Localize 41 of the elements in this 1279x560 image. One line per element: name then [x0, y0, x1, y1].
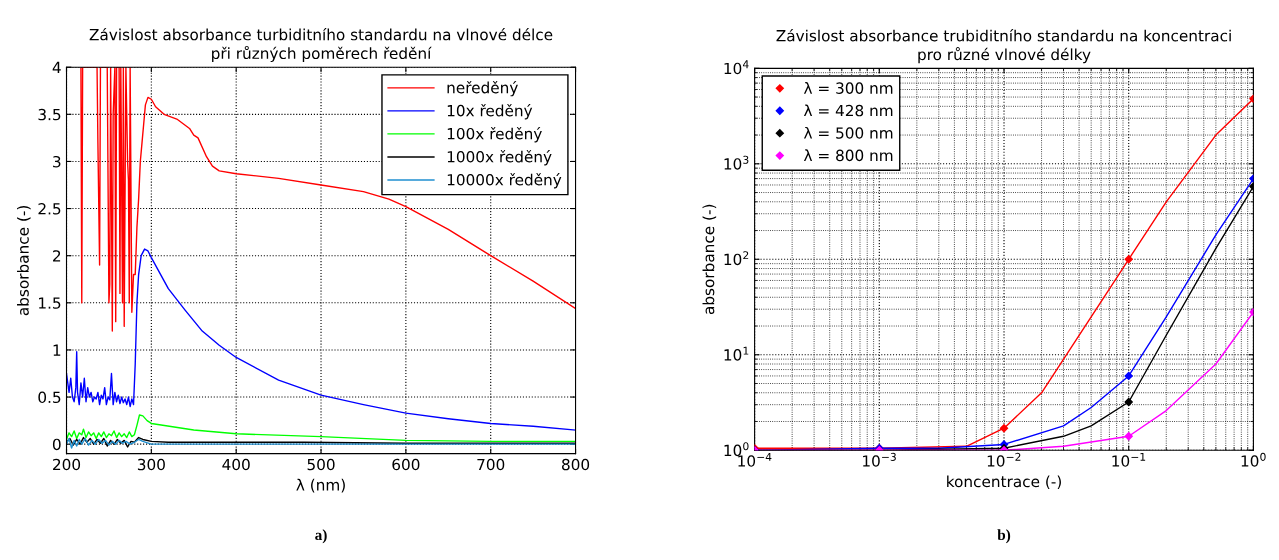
legend-label: 10000x ředěný: [447, 173, 562, 189]
y-tick-label: 0.5: [38, 391, 61, 404]
y-tick-label: 1: [53, 344, 61, 356]
y-axis-title: absorbance (-): [17, 205, 31, 316]
legend-label: 100x ředěný: [447, 127, 542, 143]
legend-label: λ = 300 nm: [803, 82, 893, 94]
chart-title: Závislost absorbance trubiditního standardu na koncentraci pro různé vlnové délky: [776, 29, 1231, 64]
y-tick-label: 10$^{2}$: [724, 251, 749, 266]
x-tick-label: 10$^{−1}$: [1112, 452, 1146, 467]
legend-label: λ = 500 nm: [803, 126, 893, 139]
x-tick-label: 500: [307, 458, 335, 471]
legend-label: 10x ředěný: [447, 103, 533, 120]
x-tick-label: 10$^{−3}$: [863, 452, 896, 467]
text: b): [997, 529, 1011, 544]
y-tick-label: 2.5: [38, 203, 61, 215]
y-tick-label: 2: [53, 250, 61, 262]
x-tick-label: 400: [222, 458, 250, 471]
x-axis-title: koncentrace (-): [947, 475, 1061, 490]
text: a): [315, 529, 327, 544]
x-tick-label: 800: [562, 458, 590, 471]
x-tick-label: 10$^{0}$: [1241, 452, 1266, 467]
y-tick-label: 10$^{3}$: [724, 155, 749, 170]
x-tick-label: 300: [137, 458, 165, 471]
legend-label: λ = 800 nm: [803, 149, 893, 162]
y-axis-title: absorbance (-): [702, 204, 717, 315]
x-axis-title: λ (nm): [296, 478, 345, 493]
y-tick-label: 10$^{1}$: [724, 346, 749, 361]
y-tick-label: 1.5: [39, 297, 61, 309]
y-tick-label: 3: [53, 155, 61, 168]
y-tick-label: 0: [52, 438, 61, 451]
x-tick-label: 10$^{−2}$: [987, 452, 1021, 467]
y-tick-label: 3.5: [38, 108, 61, 121]
x-tick-label: 600: [392, 458, 420, 471]
y-tick-label: 10$^{4}$: [724, 60, 749, 75]
legend-label: neředěný: [447, 80, 518, 97]
y-tick-label: 4: [52, 61, 61, 73]
x-tick-label: 200: [53, 458, 81, 471]
x-tick-label: 700: [477, 458, 505, 471]
legend-label: λ = 428 nm: [803, 104, 893, 117]
legend-label: 1000x ředěný: [447, 150, 552, 166]
chart-title: Závislost absorbance turbiditního standardu na vlnové délce při různých poměrech ředění: [89, 27, 553, 63]
